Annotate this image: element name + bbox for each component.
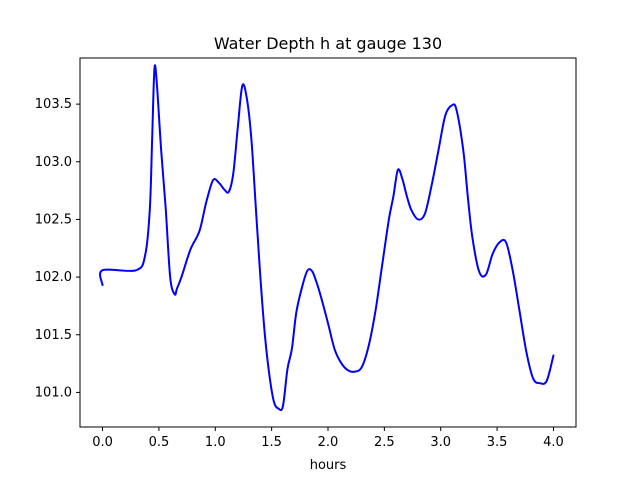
x-tick-label: 2.0: [318, 435, 339, 450]
y-axis: 101.0 101.5 102.0 102.5 103.0 103.5: [35, 97, 80, 400]
x-tick-label: 0.0: [92, 435, 113, 450]
x-axis-label: hours: [310, 458, 347, 473]
y-tick-label: 102.0: [35, 270, 72, 285]
plot-area: 0.0 0.5 1.0 1.5 2.0 2.5 3.0 3.5 4.0 101.0101.510…: [35, 57, 577, 450]
x-tick-label: 2.5: [374, 435, 395, 450]
x-tick-label: 1.0: [205, 435, 226, 450]
x-tick-label: 0.5: [149, 435, 170, 450]
y-tick-label: 102.5: [35, 212, 72, 227]
x-tick-label: 4.0: [543, 435, 564, 450]
x-tick-label: 3.0: [430, 435, 451, 450]
y-tick-label: 101.0: [35, 385, 72, 400]
y-tick-label: 103.0: [35, 155, 72, 170]
x-tick-label: 3.5: [487, 435, 508, 450]
series-layer: [99, 64, 555, 412]
x-tick-label: 1.5: [261, 435, 282, 450]
y-tick-label: 103.5: [35, 97, 72, 112]
chart-title: Water Depth h at gauge 130: [214, 34, 442, 53]
plot-frame: [79, 57, 577, 428]
y-tick-label: 101.5: [35, 328, 72, 343]
x-axis: 0.0 0.5 1.0 1.5 2.0 2.5 3.0 3.5 4.0: [92, 427, 564, 450]
series-line-0: [99, 64, 555, 412]
